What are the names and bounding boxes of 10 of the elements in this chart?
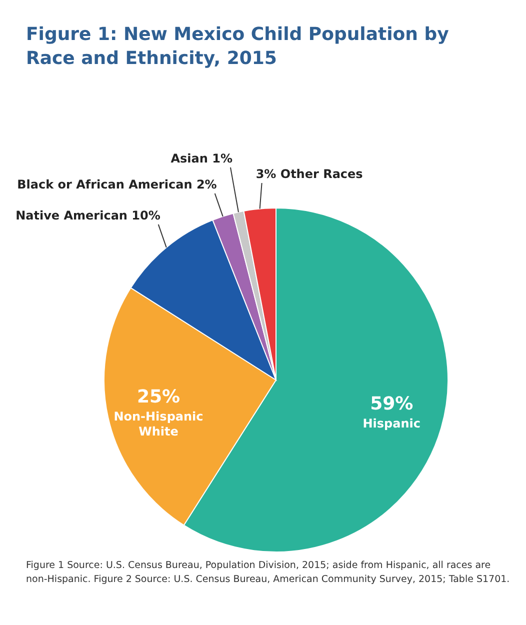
chart-title: Figure 1: New Mexico Child Population by Race and Ethnicity, 2015	[26, 24, 450, 69]
slice-label: Non-Hispanic White	[114, 409, 204, 438]
data-label: 59%	[370, 394, 414, 415]
caption: Figure 1 Source: U.S. Census Bureau, Population Division, 2015; aside from Hispanic, all races are non-Hispanic. Figure 2 Source: U.S. Census Bureau, American Community Survey, 2015; Table S1701.	[26, 560, 510, 585]
slice-label: Black or African American 2%	[17, 177, 217, 192]
slice-label: Asian 1%	[170, 151, 232, 166]
slice-label: Native American 10%	[16, 208, 160, 222]
data-label: 25%	[136, 386, 180, 408]
slice-label: 3% Other Races	[256, 167, 363, 181]
slice-label: Hispanic	[362, 416, 420, 431]
